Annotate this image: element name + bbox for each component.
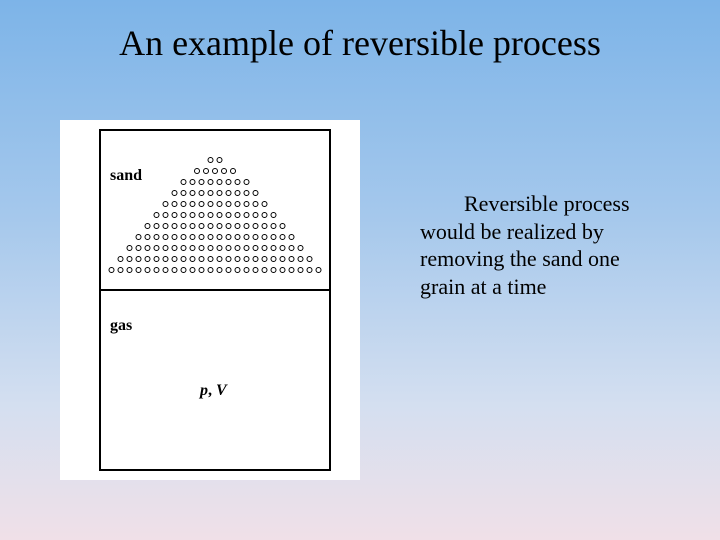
slide-title: An example of reversible process [0,22,720,64]
caption-text: Reversible process would be realized by … [420,190,660,300]
piston-diagram: sand gas p, V [60,120,360,480]
svg-text:sand: sand [110,167,142,184]
svg-text:gas: gas [110,317,132,334]
diagram-svg: sand gas p, V [60,120,360,480]
svg-text:p, V: p, V [198,382,228,399]
slide: An example of reversible process sand gas… [0,0,720,540]
caption-body: Reversible process would be realized by … [420,191,630,299]
